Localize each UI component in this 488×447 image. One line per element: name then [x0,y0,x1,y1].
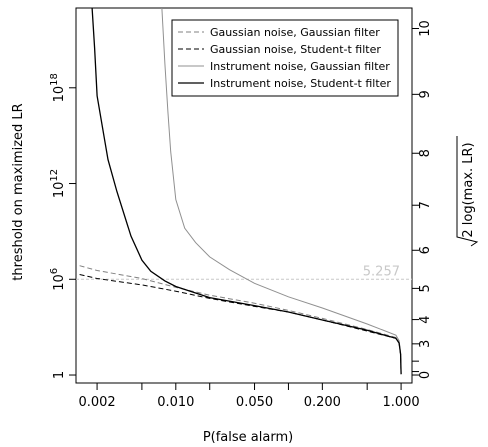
y-left-tick-label: 106 [49,268,67,291]
series-line-2 [79,274,402,375]
y-right-tick-label: 7 [418,201,433,209]
x-tick-label: 0.050 [236,395,273,410]
y-right-tick-label: 10 [418,20,433,37]
right-label-rotated: 2 log(max. LR) [456,136,479,247]
legend: Gaussian noise, Gaussian filter Gaussian … [171,19,399,97]
y-right-tick-label: 5 [418,284,433,292]
x-tick-label: 0.200 [304,395,341,410]
series-line-4 [91,8,402,375]
y-right-tick-label: 9 [418,90,433,98]
right-label-text: 2 log(max. LR) [461,142,476,237]
legend-label: Instrument noise, Student-t filter [210,77,391,90]
y-right-tick-label: 8 [418,149,433,157]
y-left-tick-label: 1012 [49,169,67,198]
legend-label: Gaussian noise, Student-t filter [210,43,381,56]
x-tick-label: 1.000 [382,395,419,410]
x-tick-label: 0.010 [157,395,194,410]
y-left-tick-label: 1 [52,371,67,379]
y-right-tick-label: 0 [418,371,433,379]
series-group [79,8,402,375]
y-axis-label-left: threshold on maximized LR [11,103,26,280]
y-right-tick-label: 4 [418,315,433,323]
legend-label: Gaussian noise, Gaussian filter [210,26,380,39]
legend-box [171,19,399,97]
plot-frame [75,7,413,384]
series-line-1 [79,265,402,375]
radical-sign [456,136,479,247]
reference-line-label: 5.257 [363,264,400,279]
y-right-tick-label: 3 [418,340,433,348]
legend-label: Instrument noise, Gaussian filter [210,60,390,73]
series-line-3 [161,8,402,375]
x-axis-label: P(false alarm) [203,430,293,445]
y-right-tick-label: 6 [418,246,433,254]
y-left-tick-label: 1018 [49,73,67,102]
y-axis-label-right: 2 log(max. LR) [456,136,479,247]
x-tick-label: 0.002 [78,395,115,410]
